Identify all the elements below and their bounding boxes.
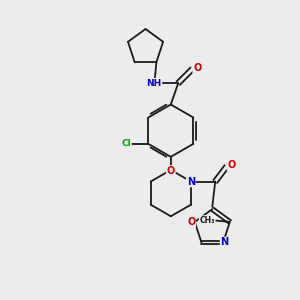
Text: Cl: Cl [121, 139, 131, 148]
Text: O: O [187, 217, 195, 227]
Text: O: O [227, 160, 236, 170]
Text: N: N [220, 238, 229, 248]
Text: O: O [167, 166, 175, 176]
Text: CH₃: CH₃ [200, 216, 215, 225]
Text: N: N [187, 176, 195, 187]
Text: O: O [193, 63, 201, 73]
Text: NH: NH [146, 79, 161, 88]
